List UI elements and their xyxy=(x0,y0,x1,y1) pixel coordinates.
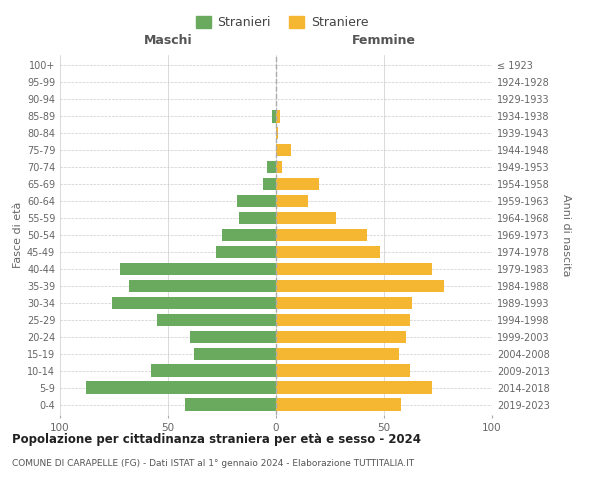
Bar xyxy=(86,382,276,394)
Bar xyxy=(263,178,276,190)
Bar xyxy=(276,228,367,241)
Bar xyxy=(276,178,319,190)
Bar xyxy=(276,194,308,207)
Bar xyxy=(276,262,431,276)
Bar xyxy=(268,160,276,173)
Bar xyxy=(121,262,276,276)
Bar xyxy=(151,364,276,377)
Bar xyxy=(276,296,412,310)
Bar xyxy=(215,246,276,258)
Bar xyxy=(222,228,276,241)
Bar xyxy=(276,280,445,292)
Legend: Stranieri, Straniere: Stranieri, Straniere xyxy=(191,11,373,34)
Bar xyxy=(276,330,406,344)
Text: Femmine: Femmine xyxy=(352,34,416,46)
Bar xyxy=(276,314,410,326)
Bar xyxy=(276,398,401,411)
Bar xyxy=(276,144,291,156)
Bar xyxy=(276,126,278,140)
Text: COMUNE DI CARAPELLE (FG) - Dati ISTAT al 1° gennaio 2024 - Elaborazione TUTTITAL: COMUNE DI CARAPELLE (FG) - Dati ISTAT al… xyxy=(12,459,414,468)
Y-axis label: Fasce di età: Fasce di età xyxy=(13,202,23,268)
Bar xyxy=(276,364,410,377)
Bar xyxy=(185,398,276,411)
Bar xyxy=(276,110,280,122)
Bar xyxy=(276,348,399,360)
Bar xyxy=(276,160,283,173)
Bar xyxy=(276,212,337,224)
Text: Popolazione per cittadinanza straniera per età e sesso - 2024: Popolazione per cittadinanza straniera p… xyxy=(12,432,421,446)
Y-axis label: Anni di nascita: Anni di nascita xyxy=(561,194,571,276)
Bar xyxy=(157,314,276,326)
Bar xyxy=(276,382,431,394)
Bar xyxy=(190,330,276,344)
Bar xyxy=(129,280,276,292)
Bar xyxy=(239,212,276,224)
Bar xyxy=(237,194,276,207)
Bar xyxy=(272,110,276,122)
Bar xyxy=(276,246,380,258)
Text: Maschi: Maschi xyxy=(143,34,193,46)
Bar xyxy=(194,348,276,360)
Bar xyxy=(112,296,276,310)
